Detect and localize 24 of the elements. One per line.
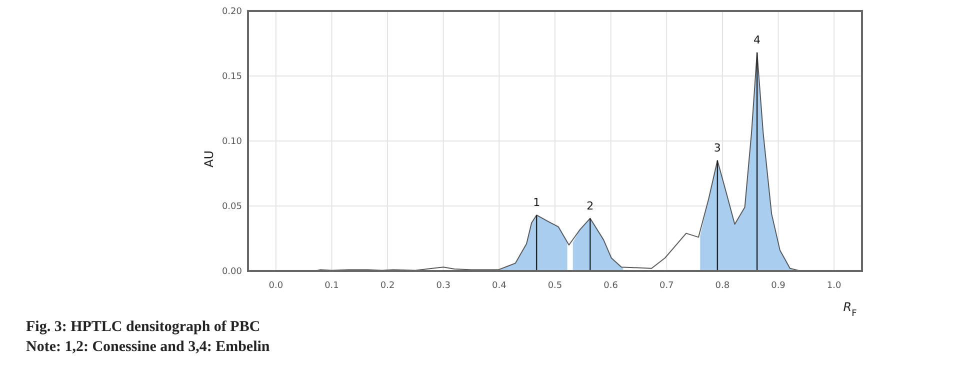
x-tick-label: 0.3 — [436, 281, 451, 291]
x-tick-label: 0.6 — [604, 281, 618, 291]
annotation: 3 — [714, 142, 721, 154]
x-tick-label: 0.5 — [548, 281, 562, 291]
x-tick-label: 0.7 — [659, 281, 674, 291]
y-tick-label: 0.05 — [222, 202, 242, 212]
y-tick-label: 0.20 — [222, 7, 242, 17]
text: Note: 1,2: Conessine and 3,4: Embelin — [26, 339, 270, 355]
x-tick-label: 0.2 — [380, 281, 395, 291]
y-tick-label: 0.00 — [222, 267, 242, 277]
x-axis-title: R$_{F}$ — [843, 300, 857, 319]
annotation: 4 — [754, 34, 761, 47]
x-tick-label: 0.1 — [324, 281, 339, 291]
x-tick-label: 0.4 — [492, 281, 507, 291]
x-tick-label: 1.0 — [826, 281, 842, 291]
x-tick-label: 0.8 — [715, 281, 730, 291]
annotation: 1 — [533, 196, 540, 210]
annotation: 2 — [586, 199, 594, 212]
y-tick-label: 0.15 — [222, 72, 242, 82]
x-tick-label: 0.0 — [268, 281, 284, 291]
text: Fig. 3: HPTLC densitograph of PBC — [26, 319, 260, 335]
x-tick-label: 0.9 — [771, 281, 786, 291]
y-tick-label: 0.10 — [222, 137, 242, 147]
y-axis-title: AU — [202, 150, 216, 168]
